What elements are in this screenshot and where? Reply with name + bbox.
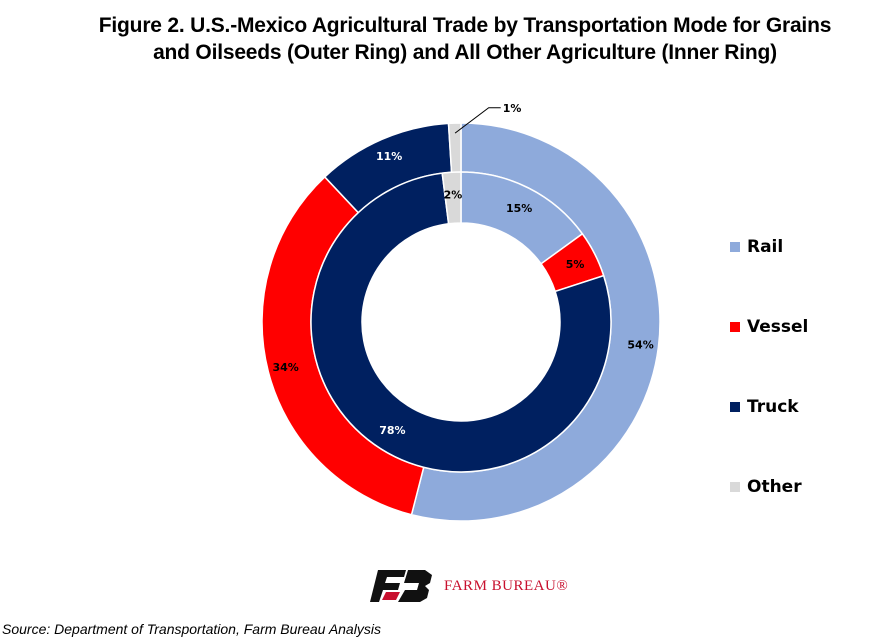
source-note: Source: Department of Transportation, Fa… — [2, 621, 381, 637]
chart-title: Figure 2. U.S.-Mexico Agricultural Trade… — [98, 14, 832, 64]
legend: Rail Vessel Truck Other — [730, 232, 808, 552]
outer-ring-label-truck: 11% — [376, 150, 402, 163]
legend-item-truck: Truck — [730, 392, 808, 422]
inner-ring — [310, 171, 612, 473]
inner-ring-label-truck: 78% — [379, 424, 405, 437]
legend-label-rail: Rail — [747, 237, 784, 257]
legend-swatch-rail — [730, 242, 740, 252]
segment-labels: 54% 34% 11% 1% 15% 5% 78% 2% — [273, 102, 654, 437]
legend-item-rail: Rail — [730, 232, 808, 262]
outer-ring-label-rail: 54% — [627, 339, 653, 352]
inner-ring-slice-truck — [310, 172, 612, 473]
outer-ring-other-leader-line — [454, 107, 501, 134]
legend-swatch-vessel — [730, 322, 740, 332]
legend-item-vessel: Vessel — [730, 312, 808, 342]
legend-label-other: Other — [747, 477, 802, 497]
legend-swatch-other — [730, 482, 740, 492]
inner-ring-label-vessel: 5% — [566, 258, 585, 271]
legend-swatch-truck — [730, 402, 740, 412]
inner-ring-label-other: 2% — [444, 188, 463, 201]
legend-label-vessel: Vessel — [747, 317, 809, 337]
farm-bureau-logo: FARM BUREAU® — [370, 570, 568, 602]
inner-ring-slice-other — [441, 171, 462, 225]
farm-bureau-logo-icon — [370, 570, 432, 602]
farm-bureau-logo-text: FARM BUREAU® — [444, 577, 569, 594]
legend-label-truck: Truck — [747, 397, 799, 417]
outer-ring-label-vessel: 34% — [273, 361, 299, 374]
outer-ring-label-other: 1% — [503, 102, 522, 115]
legend-item-other: Other — [730, 472, 808, 502]
inner-ring-label-rail: 15% — [506, 202, 532, 215]
